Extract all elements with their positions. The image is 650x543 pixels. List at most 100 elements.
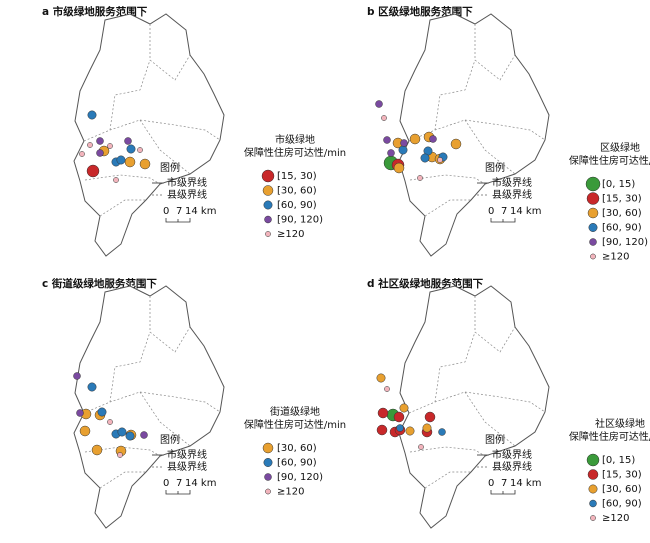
- legend-label: [0, 15): [602, 179, 635, 190]
- legend-marker: [265, 488, 271, 495]
- scale-label: 0: [163, 206, 169, 217]
- legend-label: [60, 90): [277, 458, 317, 469]
- scale-label: 0: [488, 206, 494, 217]
- county-boundary: [434, 59, 476, 131]
- city-boundary: [73, 13, 225, 257]
- legend-title: 保障性住房可达性/min: [569, 430, 650, 443]
- county-boundary: [474, 296, 516, 353]
- site-marker: [375, 100, 383, 108]
- site-marker: [117, 427, 127, 437]
- scale-label: 14 km: [510, 206, 541, 217]
- legend-label: ≥120: [602, 252, 629, 263]
- site-marker: [438, 428, 446, 436]
- site-marker: [79, 425, 91, 437]
- legend-label: [15, 30): [602, 194, 642, 205]
- site-marker: [76, 409, 84, 417]
- scale-label: 7: [501, 478, 507, 489]
- site-marker: [87, 110, 97, 120]
- site-marker: [377, 407, 389, 419]
- site-marker: [116, 155, 126, 165]
- scale-label: 7: [501, 206, 507, 217]
- scale-bar: [165, 490, 191, 495]
- legend-marker: [263, 200, 273, 210]
- scale-label: 7: [176, 206, 182, 217]
- map-legend-title: 图例: [160, 161, 180, 174]
- site-marker: [393, 411, 405, 423]
- legend-label: [90, 120): [277, 472, 323, 483]
- legend-label: [30, 60): [277, 186, 317, 197]
- legend-marker: [589, 499, 597, 508]
- legend-marker: [262, 442, 274, 454]
- site-marker: [420, 153, 430, 163]
- scale-label: 7: [176, 478, 182, 489]
- map-legend-title: 图例: [485, 433, 505, 446]
- legend-label: [15, 30): [277, 171, 317, 182]
- scale-label: 14 km: [185, 206, 216, 217]
- county-boundary: [84, 446, 161, 457]
- legend-marker: [586, 453, 600, 467]
- site-marker: [387, 149, 395, 157]
- legend-marker: [264, 473, 272, 481]
- site-marker: [376, 424, 388, 436]
- city-boundary: [398, 13, 550, 257]
- legend-label: ≥120: [277, 229, 304, 240]
- scale-label: 14 km: [510, 478, 541, 489]
- county-boundary: [409, 446, 486, 457]
- site-marker: [96, 137, 104, 145]
- county-boundary: [109, 59, 151, 131]
- legend-marker: [587, 469, 599, 480]
- site-marker: [96, 149, 104, 157]
- scale-bar: [490, 490, 516, 495]
- site-marker: [97, 407, 107, 417]
- legend-title: 保障性住房可达性/min: [244, 146, 346, 159]
- legend-label: [15, 30): [602, 470, 642, 481]
- site-marker: [400, 139, 408, 147]
- legend-label: [30, 60): [602, 208, 642, 219]
- county-boundary: [434, 331, 476, 403]
- site-marker: [429, 135, 437, 143]
- scale-label: 14 km: [185, 478, 216, 489]
- county-line-label: 县级界线: [492, 188, 532, 201]
- legend-title: 社区级绿地: [595, 417, 645, 430]
- legend-marker: [586, 192, 600, 205]
- county-boundary: [474, 24, 516, 81]
- map-legend-title: 图例: [485, 161, 505, 174]
- site-marker: [73, 372, 81, 380]
- county-boundary: [83, 119, 221, 142]
- legend-title: 街道级绿地: [270, 405, 320, 418]
- site-marker: [405, 426, 415, 436]
- county-boundary: [99, 199, 146, 217]
- city-boundary: [398, 285, 550, 529]
- legend-marker: [262, 185, 274, 196]
- county-boundary: [464, 119, 516, 175]
- site-marker: [422, 423, 432, 433]
- site-marker: [107, 419, 113, 425]
- legend-marker: [265, 231, 271, 237]
- legend-label: [30, 60): [602, 484, 642, 495]
- site-marker: [376, 373, 386, 383]
- site-marker: [117, 452, 123, 458]
- county-boundary: [139, 119, 191, 175]
- legend-label: [0, 15): [602, 455, 635, 466]
- site-marker: [437, 157, 443, 163]
- site-marker: [418, 444, 424, 450]
- legend-label: [90, 120): [602, 237, 648, 248]
- county-boundary: [139, 391, 191, 447]
- county-boundary: [149, 24, 191, 81]
- site-marker: [399, 403, 409, 413]
- county-boundary: [409, 174, 486, 185]
- county-boundary: [109, 331, 151, 403]
- legend-marker: [590, 515, 596, 521]
- legend-marker: [585, 176, 601, 192]
- legend-marker: [588, 484, 598, 494]
- panel-title: a 市级绿地服务范围下: [42, 5, 148, 18]
- site-marker: [393, 162, 405, 174]
- site-marker: [126, 144, 136, 154]
- site-marker: [87, 142, 93, 148]
- panel-title: c 街道级绿地服务范围下: [42, 277, 157, 290]
- county-line-label: 县级界线: [167, 460, 207, 473]
- site-marker: [87, 382, 97, 392]
- legend-marker: [264, 215, 272, 224]
